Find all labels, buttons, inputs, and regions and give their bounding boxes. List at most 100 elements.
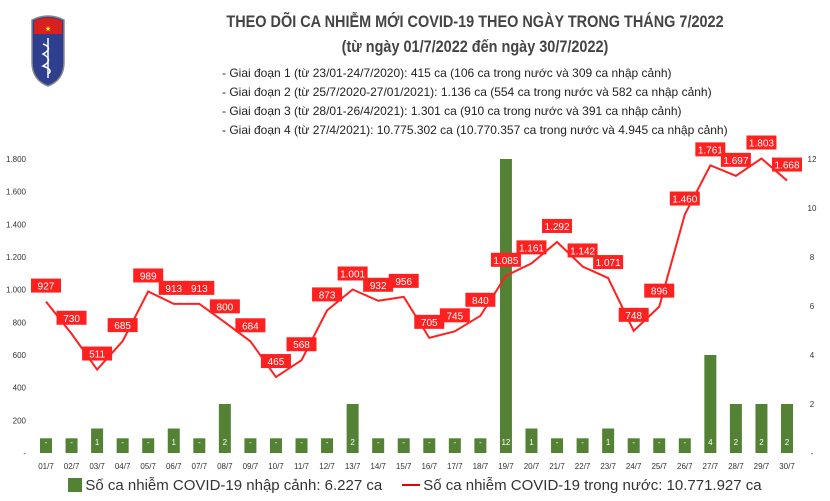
line-label: 800: [217, 302, 234, 313]
line-label-box: [133, 268, 164, 283]
x-axis-tick: 05/7: [140, 462, 156, 471]
line-label: 1.161: [519, 243, 544, 254]
left-axis-tick: 1.600: [6, 188, 27, 197]
line-label: 1.071: [596, 258, 621, 269]
x-axis-tick: 28/7: [728, 462, 744, 471]
line-label-box: [260, 354, 291, 369]
line-label: 1.292: [545, 222, 570, 233]
legend-swatch-bar: [68, 478, 83, 492]
x-axis-tick: 09/7: [243, 462, 259, 471]
bar-label: -: [377, 438, 380, 447]
bar: [755, 404, 768, 453]
line-label: 745: [446, 311, 463, 322]
line-label: 932: [370, 281, 387, 292]
line-label: 568: [293, 340, 310, 351]
ministry-of-health-logo: ★: [31, 15, 65, 87]
bar-label: -: [121, 438, 124, 447]
bar: [576, 438, 589, 453]
note-2: - Giai đoạn 2 (từ 25/7/2020-27/01/2021):…: [222, 85, 712, 99]
bar-label: -: [453, 438, 456, 447]
bar: [653, 438, 666, 453]
bar: [346, 404, 359, 453]
line-label-box: [695, 142, 726, 157]
bar-label: -: [70, 438, 73, 447]
bar-label: -: [556, 438, 559, 447]
bar: [142, 438, 155, 453]
bar-label: 2: [350, 438, 355, 447]
x-axis-tick: 27/7: [703, 462, 719, 471]
bar-label: 2: [734, 438, 739, 447]
x-axis-tick: 25/7: [651, 462, 667, 471]
bar: [269, 438, 282, 453]
line-label: 1.001: [340, 270, 365, 281]
bar-label: 1: [529, 438, 534, 447]
bar: [781, 404, 793, 453]
right-axis-tick: 4: [810, 351, 815, 360]
bar-label: 4: [708, 438, 713, 447]
line-label: 1.803: [749, 139, 774, 150]
line-label-box: [490, 252, 521, 267]
bar: [116, 438, 129, 453]
line-label-box: [567, 243, 598, 258]
bar: [193, 438, 206, 453]
line-label-box: [746, 135, 777, 150]
legend: Số ca nhiễm COVID-19 nhập cảnh: 6.227 ca…: [0, 477, 830, 494]
line-label: 685: [114, 321, 131, 332]
line-label: 511: [89, 350, 105, 361]
bar: [551, 438, 564, 453]
bar-label: -: [198, 438, 201, 447]
line-label: 1.085: [493, 256, 518, 267]
right-axis-tick: 10: [808, 204, 817, 213]
bar: [372, 438, 385, 453]
bar: [167, 428, 180, 453]
bar-label: -: [300, 438, 303, 447]
bar: [704, 355, 717, 453]
left-axis-tick: 1.000: [6, 286, 27, 295]
line-label: 1.142: [570, 246, 595, 257]
bar-label: -: [326, 438, 329, 447]
line-label: 1.697: [723, 156, 748, 167]
x-axis-tick: 30/7: [779, 462, 795, 471]
line-label-box: [107, 318, 138, 333]
x-axis-tick: 24/7: [626, 462, 642, 471]
line-label-box: [720, 152, 751, 167]
x-axis-tick: 21/7: [549, 462, 565, 471]
svg-text:★: ★: [45, 25, 51, 33]
line-label-box: [235, 318, 266, 333]
bar-label: 2: [785, 438, 790, 447]
x-axis-tick: 19/7: [498, 462, 514, 471]
left-axis-tick: 600: [13, 351, 27, 360]
bar: [295, 438, 308, 453]
x-axis-tick: 16/7: [421, 462, 437, 471]
x-axis-tick: 03/7: [89, 462, 105, 471]
x-axis-tick: 11/7: [294, 462, 310, 471]
line-label-box: [542, 218, 573, 233]
x-axis-tick: 07/7: [192, 462, 208, 471]
line-label: 840: [472, 296, 489, 307]
line-label: 730: [63, 314, 80, 325]
line-label: 873: [319, 290, 336, 301]
line-label: 913: [165, 284, 182, 295]
bar-label: -: [402, 438, 405, 447]
bar-label: -: [45, 438, 48, 447]
x-axis-tick: 20/7: [524, 462, 540, 471]
x-axis-tick: 01/7: [38, 462, 54, 471]
line-label-box: [286, 337, 317, 352]
legend-item-line: Số ca nhiễm COVID-19 trong nước: 10.771.…: [402, 477, 762, 494]
right-axis-tick: 12: [808, 155, 817, 164]
line-label-box: [772, 157, 802, 172]
line-label: 989: [140, 271, 157, 282]
bar: [474, 438, 487, 453]
note-4: - Giai đoạn 4 (từ 27/4/2021): 10.775.302…: [222, 123, 728, 137]
bar: [423, 438, 436, 453]
right-axis-tick: -: [811, 449, 814, 458]
bar-label: -: [428, 438, 431, 447]
bar-label: 2: [223, 438, 228, 447]
bar-label: 1: [172, 438, 177, 447]
line-label-box: [644, 283, 675, 298]
x-axis-tick: 29/7: [754, 462, 770, 471]
bar-label: -: [581, 438, 584, 447]
line-label-box: [516, 240, 547, 255]
line-label: 748: [625, 311, 642, 322]
